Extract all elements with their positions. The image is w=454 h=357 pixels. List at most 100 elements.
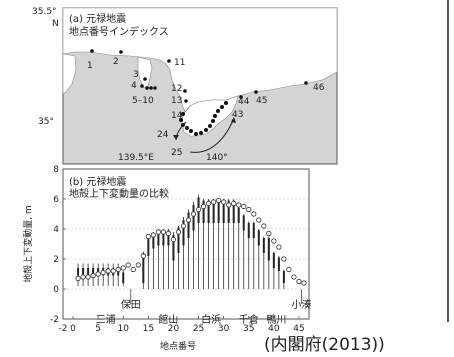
map-title-line1: (a) 元禄地震 bbox=[69, 12, 126, 25]
calculated-point bbox=[226, 202, 232, 208]
y-axis-label: 地殻上下変動量, m bbox=[22, 205, 34, 283]
y-tick-label: 4 bbox=[53, 225, 59, 235]
site-dot bbox=[194, 132, 198, 136]
x-tick-label: 25 bbox=[193, 324, 204, 334]
calculated-point bbox=[200, 203, 207, 210]
calculated-point bbox=[105, 268, 111, 274]
site-label-14: 14 bbox=[171, 111, 183, 121]
site-label-1: 1 bbox=[87, 61, 93, 71]
place-label: 鴨川 bbox=[266, 313, 286, 326]
site-dot bbox=[179, 118, 183, 122]
calculated-point bbox=[281, 256, 287, 262]
arrow-25-43 bbox=[189, 117, 235, 153]
calculated-point bbox=[115, 266, 121, 273]
x-tick-label: 45 bbox=[293, 324, 304, 334]
land-miura-peninsula bbox=[137, 56, 153, 89]
y-tick-label: -2 bbox=[50, 315, 59, 325]
map-title-line2: 地点番号インデックス bbox=[69, 25, 169, 38]
map-panel: (a) 元禄地震 地点番号インデックス 1 2 3 4 5–10 11 12 1… bbox=[32, 7, 338, 165]
land-boso-peninsula bbox=[181, 95, 239, 137]
observed-bar bbox=[167, 230, 170, 246]
observed-bar bbox=[247, 223, 250, 238]
place-label: 千倉 bbox=[239, 313, 259, 326]
arrow-24-head bbox=[173, 135, 179, 140]
land-mainland bbox=[62, 7, 338, 113]
observed-bar bbox=[252, 223, 255, 238]
calculated-points bbox=[75, 197, 307, 286]
calculated-point bbox=[185, 217, 192, 223]
site-dot bbox=[149, 86, 153, 90]
calculated-point bbox=[271, 238, 277, 244]
calculated-point bbox=[286, 266, 292, 273]
calculated-point bbox=[296, 278, 302, 285]
observed-bar bbox=[232, 200, 235, 223]
calculated-point bbox=[100, 269, 106, 276]
calculated-point bbox=[155, 229, 161, 235]
site-label-3: 3 bbox=[133, 70, 139, 80]
lat-label-top-n: N bbox=[52, 19, 59, 29]
calculated-point bbox=[175, 229, 182, 235]
site-label-25: 25 bbox=[171, 148, 182, 158]
source-credit: (内閣府(2013)) bbox=[264, 335, 385, 355]
x-tick-label: 30 bbox=[218, 324, 230, 334]
place-label: 保田 bbox=[121, 298, 141, 311]
observed-bar bbox=[282, 271, 285, 283]
calculated-point bbox=[231, 200, 237, 207]
calculated-point bbox=[251, 211, 257, 217]
observed-bar bbox=[147, 238, 150, 256]
lat-label-top: 35.5° bbox=[32, 7, 57, 17]
calculated-point bbox=[236, 202, 242, 208]
arrow-25-43-head bbox=[231, 117, 236, 123]
calculated-point bbox=[256, 217, 262, 223]
x-tick-label: 35 bbox=[243, 324, 254, 334]
observed-bar bbox=[157, 230, 160, 246]
site-dot bbox=[213, 114, 217, 118]
place-label: 館山 bbox=[158, 313, 178, 326]
site-label-24: 24 bbox=[157, 130, 169, 140]
map-site-dots bbox=[90, 49, 308, 136]
place-label: 小湊 bbox=[291, 298, 311, 311]
observed-bar bbox=[142, 253, 145, 283]
calculated-point bbox=[135, 262, 141, 268]
site-dot bbox=[216, 109, 220, 113]
calculated-point bbox=[241, 203, 247, 210]
observed-bar bbox=[222, 200, 225, 223]
observed-bar bbox=[242, 215, 245, 231]
site-label-13: 13 bbox=[171, 96, 182, 106]
x-tick-label: 20 bbox=[168, 324, 180, 334]
site-label-5-10: 5–10 bbox=[132, 96, 154, 106]
observed-bar bbox=[237, 208, 240, 223]
observed-bar bbox=[82, 268, 85, 276]
x-axis-label: 地点番号 bbox=[160, 340, 196, 352]
chart-panel: -202468 -2 0 5 10 15 20 25 30 35 40 45 三浦保田館山 白浜 千倉鴨… bbox=[22, 165, 311, 352]
calculated-point bbox=[75, 275, 81, 282]
x-tick-label: 40 bbox=[268, 324, 280, 334]
calculated-point bbox=[80, 274, 86, 280]
calculated-point bbox=[301, 280, 307, 286]
x-tick-label: 5 bbox=[95, 324, 101, 334]
observed-bar bbox=[262, 238, 265, 253]
x-tick-label: 10 bbox=[118, 324, 130, 334]
site-dot bbox=[143, 77, 147, 81]
y-tick-label: 0 bbox=[53, 285, 59, 295]
site-dot bbox=[119, 50, 123, 54]
calculated-point bbox=[221, 199, 227, 205]
calculated-point bbox=[276, 244, 282, 250]
site-dot bbox=[211, 119, 215, 123]
observed-bar bbox=[202, 200, 205, 223]
calculated-point bbox=[110, 268, 116, 274]
chart-title: (b) 元禄地震 bbox=[69, 175, 126, 188]
right-frame-line bbox=[447, 0, 449, 322]
calculated-point bbox=[145, 233, 151, 240]
observed-bar bbox=[182, 220, 185, 246]
calculated-point bbox=[150, 232, 156, 238]
site-dot bbox=[167, 59, 171, 63]
observed-bar bbox=[272, 253, 275, 268]
observed-bar bbox=[207, 200, 210, 223]
calculated-point bbox=[130, 266, 136, 273]
y-tick-labels: -2 0 2 4 6 8 bbox=[50, 165, 59, 325]
site-dot bbox=[208, 124, 212, 128]
calculated-point bbox=[140, 253, 146, 259]
calculated-point bbox=[291, 274, 297, 280]
